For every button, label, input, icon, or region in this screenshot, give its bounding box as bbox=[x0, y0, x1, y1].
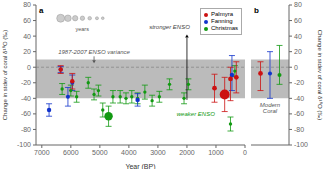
html-text:a: a bbox=[39, 6, 44, 15]
svg-text:-100: -100 bbox=[294, 141, 308, 148]
svg-text:-20: -20 bbox=[21, 79, 31, 86]
svg-text:60: 60 bbox=[23, 17, 31, 24]
html-text:Palmyra: Palmyra bbox=[211, 11, 233, 17]
svg-text:40: 40 bbox=[23, 33, 31, 40]
svg-text:4000: 4000 bbox=[121, 149, 137, 156]
svg-text:1987-2007 ENSO variance: 1987-2007 ENSO variance bbox=[58, 49, 130, 55]
svg-text:-80: -80 bbox=[21, 126, 31, 133]
svg-text:60: 60 bbox=[294, 17, 302, 24]
svg-text:40: 40 bbox=[294, 33, 302, 40]
svg-text:Change in stdev of coral δ¹⁸O: Change in stdev of coral δ¹⁸O (‰) bbox=[8, 30, 9, 121]
html-text:b: b bbox=[254, 6, 259, 15]
svg-text:2000: 2000 bbox=[179, 149, 195, 156]
svg-text:20: 20 bbox=[294, 48, 302, 55]
svg-text:80: 80 bbox=[23, 1, 31, 8]
svg-text:1000: 1000 bbox=[208, 149, 224, 156]
svg-text:years: years bbox=[76, 26, 90, 32]
svg-text:Year (BP): Year (BP) bbox=[125, 163, 155, 169]
svg-text:0: 0 bbox=[27, 64, 31, 71]
svg-text:-100: -100 bbox=[17, 141, 31, 148]
svg-text:-40: -40 bbox=[294, 95, 304, 102]
svg-text:0: 0 bbox=[294, 64, 298, 71]
svg-text:3000: 3000 bbox=[150, 149, 166, 156]
html-text:Fanning: Fanning bbox=[211, 18, 233, 24]
svg-text:Change in stdev of coral δ¹⁸O: Change in stdev of coral δ¹⁸O (‰) bbox=[317, 30, 318, 121]
html-text:Christmas: Christmas bbox=[211, 25, 238, 31]
svg-text:7000: 7000 bbox=[34, 149, 50, 156]
svg-text:-60: -60 bbox=[21, 110, 31, 117]
svg-text:80: 80 bbox=[294, 1, 302, 8]
svg-text:-60: -60 bbox=[294, 110, 304, 117]
svg-text:5000: 5000 bbox=[92, 149, 108, 156]
svg-text:ModernCoral: ModernCoral bbox=[260, 102, 281, 115]
svg-text:6000: 6000 bbox=[63, 149, 79, 156]
svg-text:-40: -40 bbox=[21, 95, 31, 102]
svg-text:-80: -80 bbox=[294, 126, 304, 133]
svg-text:stronger ENSO: stronger ENSO bbox=[149, 24, 190, 30]
svg-text:0: 0 bbox=[243, 149, 247, 156]
svg-text:20: 20 bbox=[23, 48, 31, 55]
svg-text:-20: -20 bbox=[294, 79, 304, 86]
svg-text:weaker ENSO: weaker ENSO bbox=[177, 111, 215, 117]
